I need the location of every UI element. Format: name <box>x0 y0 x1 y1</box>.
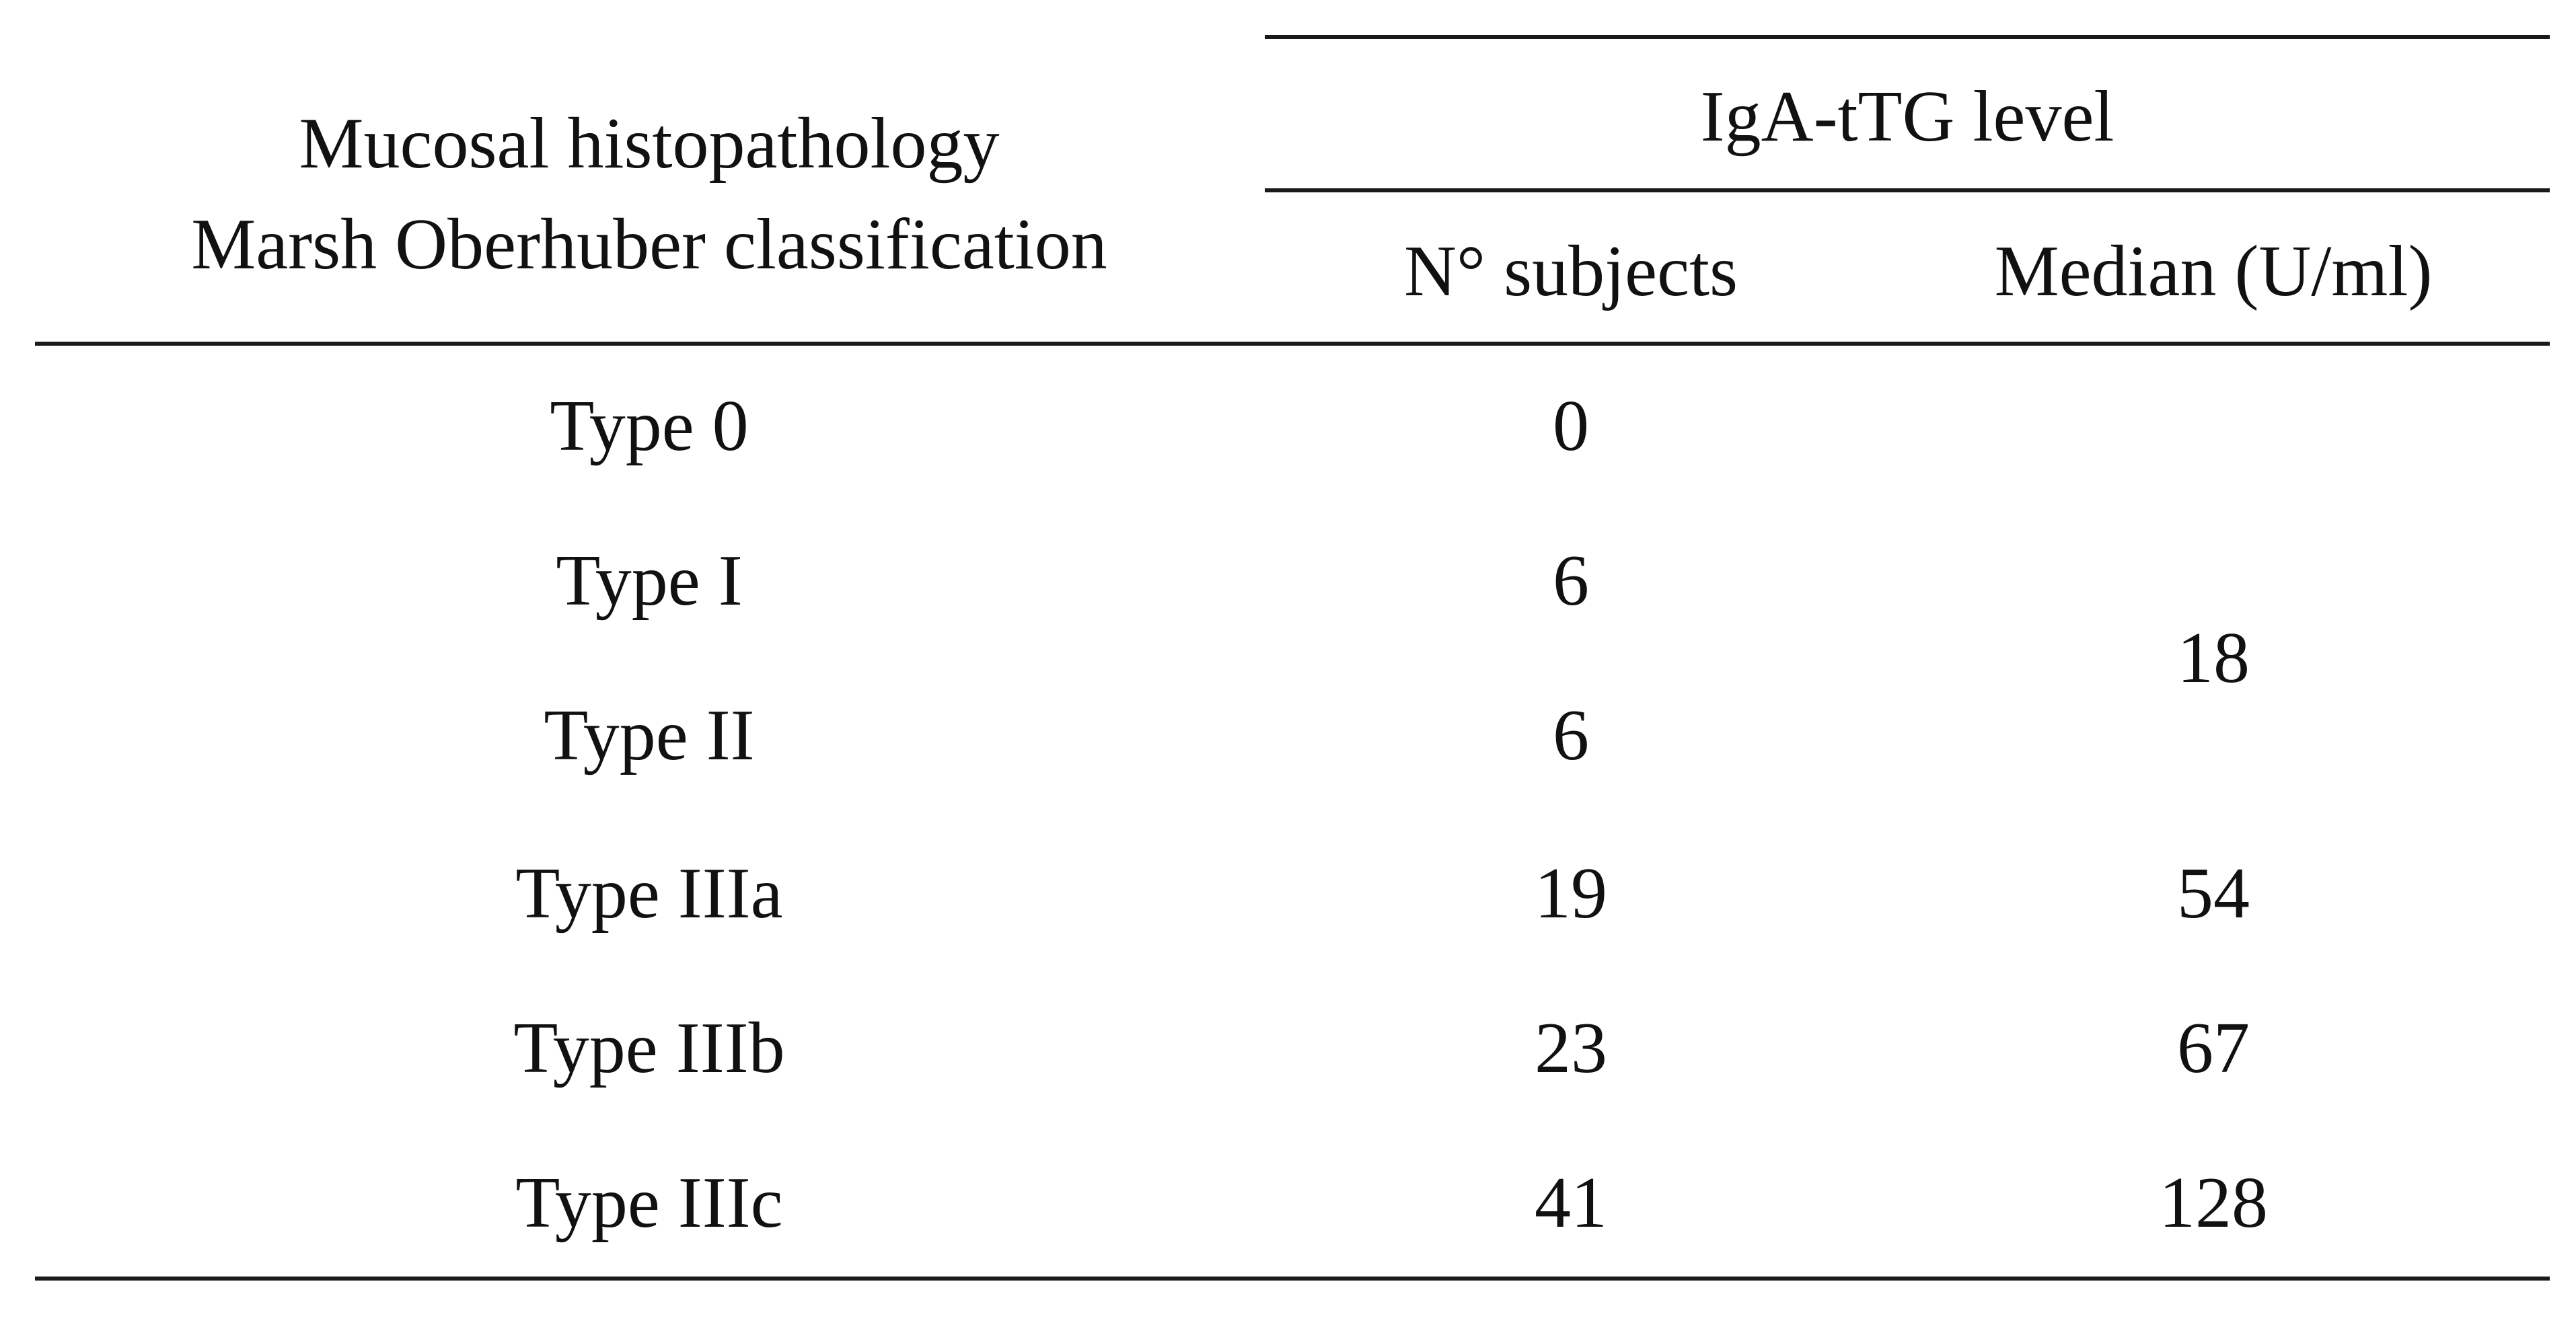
row-median: 67 <box>2177 1008 2250 1088</box>
header-bottom-rule <box>35 342 2550 346</box>
table-bottom-rule <box>35 1277 2550 1281</box>
merged-median-cell: 18 <box>2177 618 2250 698</box>
row-subjects: 23 <box>1535 1008 1607 1088</box>
row-subjects: 6 <box>1553 541 1589 621</box>
top-rule-right <box>1265 35 2550 39</box>
column-header-median: Median (U/ml) <box>1994 231 2433 311</box>
row-type: Type I <box>556 541 743 621</box>
row-subjects: 6 <box>1553 695 1589 775</box>
row-type: Type IIIa <box>515 853 783 934</box>
row-median: 54 <box>2177 853 2250 934</box>
row-subjects: 0 <box>1553 386 1589 466</box>
row-subjects: 19 <box>1535 853 1607 934</box>
row-median: 128 <box>2159 1163 2268 1243</box>
row-header-line2: Marsh Oberhuber classification <box>191 204 1107 284</box>
group-header-igA-ttg: IgA-tTG level <box>1700 77 2114 157</box>
row-type: Type 0 <box>550 386 749 466</box>
column-header-subjects: N° subjects <box>1403 231 1738 311</box>
row-header-line1: Mucosal histopathology <box>299 104 1000 184</box>
row-subjects: 41 <box>1535 1163 1607 1243</box>
row-type: Type IIIb <box>513 1008 785 1088</box>
row-type: Type IIIc <box>515 1163 783 1243</box>
row-type: Type II <box>544 695 755 775</box>
group-header-underline <box>1265 188 2550 192</box>
